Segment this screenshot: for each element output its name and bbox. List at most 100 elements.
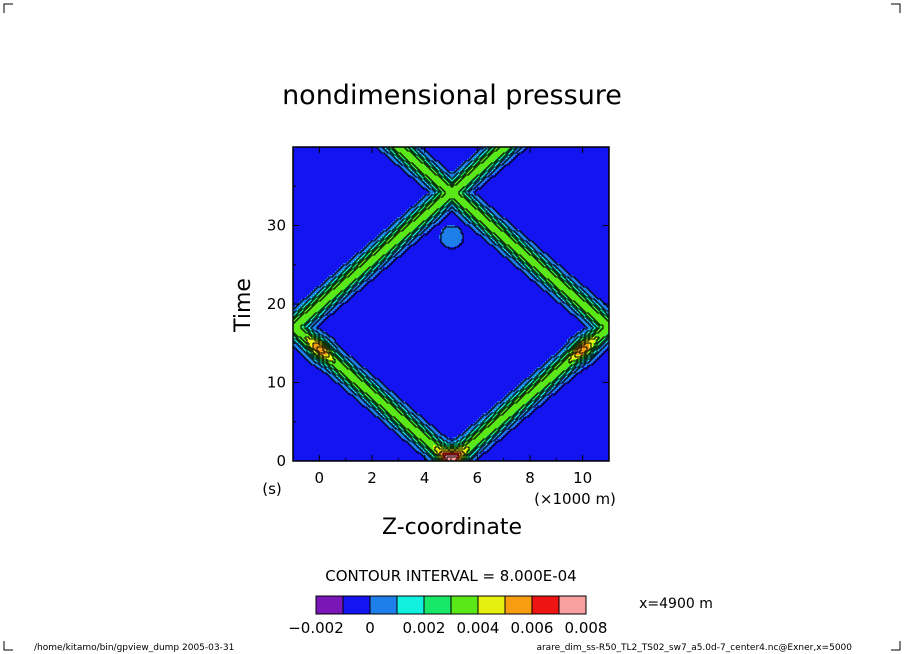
contour-fill-cell: [339, 295, 345, 298]
contour-fill-cell: [511, 261, 519, 264]
contour-fill-cell: [523, 261, 527, 264]
contour-fill-cell: [505, 217, 609, 220]
contour-fill-cell: [359, 251, 365, 254]
contour-fill-cell: [419, 155, 425, 158]
contour-fill-cell: [315, 287, 323, 290]
contour-fill-cell: [421, 211, 435, 214]
contour-fill-cell: [601, 325, 609, 328]
contour-fill-cell: [313, 329, 321, 332]
contour-fill-cell: [415, 215, 429, 218]
contour-fill-cell: [501, 247, 505, 250]
contour-fill-cell: [431, 155, 471, 158]
contour-fill-cell: [591, 331, 595, 334]
contour-fill-cell: [549, 255, 609, 258]
contour-fill-cell: [567, 277, 575, 280]
contour-fill-cell: [293, 271, 335, 274]
contour-fill-cell: [465, 189, 469, 192]
colorbar-swatch: [423, 595, 452, 615]
contour-fill-cell: [553, 265, 561, 268]
contour-fill-cell: [359, 279, 363, 282]
contour-fill-cell: [395, 157, 401, 160]
contour-fill-cell: [455, 201, 469, 204]
contour-fill-cell: [503, 241, 517, 244]
contour-fill-cell: [389, 237, 403, 240]
contour-fill-cell: [347, 289, 351, 292]
contour-fill-cell: [397, 231, 411, 234]
contour-fill-cell: [345, 275, 359, 278]
contour-fill-cell: [421, 207, 425, 210]
contour-fill-cell: [401, 243, 405, 246]
contour-fill-cell: [461, 219, 469, 222]
contour-fill-cell: [425, 149, 477, 152]
contour-fill-cell: [293, 187, 425, 190]
contour-fill-cell: [341, 303, 561, 306]
contour-fill-cell: [317, 315, 321, 318]
contour-fill-cell: [421, 223, 425, 226]
contour-fill-cell: [295, 311, 299, 314]
colorbar-tick-label: 0: [365, 619, 375, 637]
contour-fill-cell: [293, 217, 397, 220]
contour-fill-cell: [423, 205, 427, 208]
contour-fill-cell: [293, 317, 295, 320]
contour-fill-cell: [427, 177, 441, 180]
contour-fill-cell: [473, 163, 477, 166]
contour-fill-cell: [441, 231, 461, 234]
contour-fill-cell: [417, 201, 423, 204]
contour-fill-cell: [457, 245, 493, 248]
contour-fill-cell: [573, 275, 609, 278]
contour-fill-cell: [405, 249, 497, 252]
contour-fill-cell: [369, 267, 373, 270]
contour-fill-cell: [539, 285, 547, 288]
contour-fill-cell: [505, 227, 509, 230]
contour-fill-cell: [515, 259, 519, 262]
contour-fill-cell: [469, 189, 475, 192]
x-axis-title: Z-coordinate: [382, 515, 522, 540]
contour-fill-cell: [293, 293, 309, 296]
contour-fill-cell: [509, 221, 609, 224]
contour-fill-cell: [563, 305, 569, 308]
contour-fill-cell: [293, 223, 391, 226]
contour-fill-cell: [331, 287, 345, 290]
contour-fill-cell: [423, 221, 427, 224]
contour-fill-cell: [403, 251, 499, 254]
contour-fill-cell: [373, 267, 377, 270]
contour-fill-cell: [441, 209, 445, 212]
contour-fill-cell: [491, 151, 505, 154]
contour-fill-cell: [463, 221, 471, 224]
contour-fill-cell: [555, 261, 609, 264]
contour-fill-cell: [381, 269, 521, 272]
contour-fill-cell: [501, 167, 609, 170]
contour-fill-cell: [409, 221, 423, 224]
contour-fill-cell: [515, 233, 523, 236]
contour-fill-cell: [329, 289, 343, 292]
contour-fill-cell: [519, 255, 533, 258]
contour-fill-cell: [607, 315, 609, 318]
contour-fill-cell: [363, 247, 369, 250]
contour-fill-cell: [497, 217, 505, 220]
contour-fill-cell: [299, 315, 313, 318]
contour-fill-cell: [325, 279, 333, 282]
contour-fill-cell: [583, 291, 591, 294]
contour-fill-cell: [585, 325, 593, 328]
cut-position: x=4900 m: [639, 596, 713, 612]
colorbar-swatch: [342, 595, 371, 615]
contour-fill-cell: [495, 167, 501, 170]
contour-fill-cell: [419, 183, 427, 186]
contour-fill-cell: [321, 329, 581, 332]
contour-fill-cell: [539, 247, 609, 250]
contour-fill-cell: [425, 187, 431, 190]
contour-fill-cell: [317, 327, 585, 330]
contour-fill-cell: [405, 221, 409, 224]
contour-fill-cell: [367, 257, 381, 260]
contour-fill-cell: [439, 161, 463, 164]
contour-fill-cell: [581, 293, 587, 296]
contour-fill-cell: [403, 245, 409, 248]
contour-fill-cell: [587, 313, 601, 316]
contour-fill-cell: [441, 229, 461, 232]
contour-fill-cell: [459, 165, 467, 168]
contour-fill-cell: [389, 231, 393, 234]
contour-fill-cell: [293, 281, 323, 284]
contour-fill-cell: [405, 171, 413, 174]
contour-fill-cell: [467, 165, 471, 168]
contour-fill-cell: [315, 333, 319, 336]
